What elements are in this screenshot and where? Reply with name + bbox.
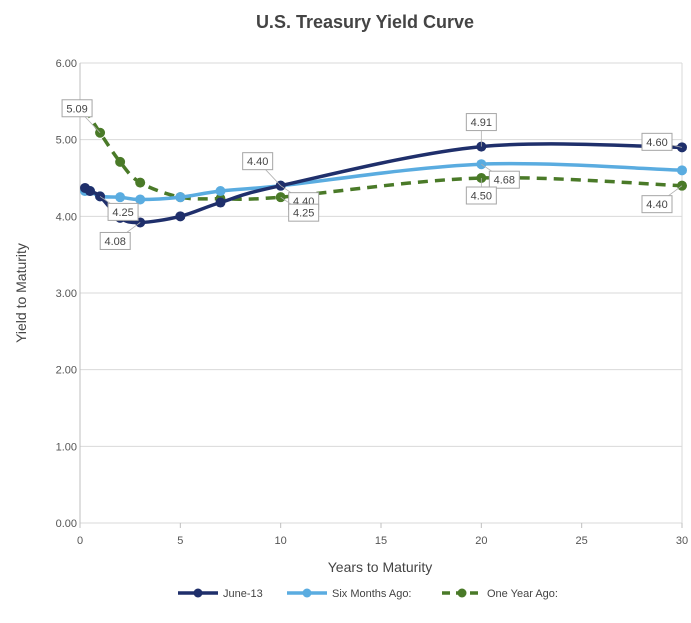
data-point [677, 165, 687, 176]
data-label-text: 5.09 [66, 103, 87, 115]
data-label-text: 4.91 [471, 117, 492, 129]
x-tick-label: 0 [77, 535, 83, 547]
gridlines [79, 62, 683, 524]
data-label-box [99, 231, 131, 250]
data-label-text: 4.08 [104, 236, 125, 248]
data-label-box [242, 152, 274, 171]
x-tick-label: 10 [275, 535, 287, 547]
legend-swatch-marker [302, 588, 312, 598]
data-label-text: 4.60 [646, 137, 667, 149]
data-label-box [288, 203, 320, 222]
data-label: 5.09 [61, 99, 101, 134]
legend-label: Six Months Ago: [332, 588, 412, 600]
series-one-year-ago [80, 104, 687, 204]
data-point [215, 186, 226, 197]
data-point [215, 197, 226, 208]
legend-label: June-13 [223, 588, 263, 600]
data-label-box [641, 132, 673, 151]
data-label: 4.40 [641, 185, 683, 214]
data-label: 4.50 [465, 178, 497, 205]
x-tick-label: 5 [177, 535, 183, 547]
legend-label: One Year Ago: [487, 588, 558, 600]
data-point [115, 192, 126, 203]
y-tick-label: 1.00 [56, 441, 77, 453]
data-label-text: 4.25 [112, 207, 133, 219]
x-tick-label: 15 [375, 535, 387, 547]
data-label-box [465, 113, 497, 132]
x-axis-ticks: 0 5 10 15 20 25 30 [77, 523, 688, 547]
y-axis-ticks: 0.00 1.00 2.00 3.00 4.00 5.00 6.00 [56, 58, 77, 530]
data-point [115, 156, 126, 167]
series-june-13 [80, 141, 687, 228]
y-axis-title: Yield to Maturity [13, 243, 29, 343]
data-point [85, 186, 96, 197]
legend-item-six-months-ago: Six Months Ago: [287, 588, 412, 600]
data-label-text: 4.40 [646, 199, 667, 211]
data-label: 4.91 [465, 113, 497, 147]
x-axis-title: Years to Maturity [328, 559, 433, 575]
series-line-june-13 [83, 142, 684, 225]
data-label-text: 4.25 [293, 208, 314, 220]
x-tick-label: 30 [676, 535, 688, 547]
y-tick-label: 5.00 [56, 135, 77, 147]
data-label-box [488, 170, 520, 189]
data-label: 4.25 [99, 196, 139, 221]
y-tick-label: 0.00 [56, 518, 77, 530]
series-line-one-year-ago [83, 108, 683, 201]
chart-title: U.S. Treasury Yield Curve [256, 12, 474, 32]
data-label: 4.08 [99, 222, 141, 250]
data-label-text: 4.50 [471, 191, 492, 203]
data-label-box [107, 202, 139, 221]
x-tick-label: 20 [475, 535, 487, 547]
y-tick-label: 2.00 [56, 365, 77, 377]
data-point [175, 192, 186, 203]
y-tick-label: 6.00 [56, 58, 77, 70]
x-tick-label: 25 [576, 535, 588, 547]
data-labels: 4.25 4.08 4.40 4.91 4.60 4.40 4.68 5.09 4.25 4.50… [61, 99, 683, 250]
data-point [135, 177, 146, 188]
data-point [175, 211, 186, 222]
data-label: 4.25 [280, 196, 320, 222]
data-label-box [465, 186, 497, 205]
series-lines [80, 104, 687, 228]
legend: June-13 Six Months Ago: One Year Ago: [178, 588, 558, 600]
y-tick-label: 4.00 [56, 211, 77, 223]
legend-item-june-13: June-13 [178, 588, 263, 600]
data-label-text: 4.68 [494, 175, 515, 187]
data-label: 4.40 [242, 152, 281, 186]
legend-swatch-marker [193, 588, 203, 598]
data-label-box [61, 99, 93, 118]
data-point [135, 194, 146, 205]
data-label: 4.68 [481, 163, 520, 189]
data-label: 4.60 [641, 132, 683, 151]
y-tick-label: 3.00 [56, 288, 77, 300]
data-label-box [641, 195, 673, 214]
legend-swatch-marker [457, 588, 467, 598]
data-label-text: 4.40 [247, 156, 268, 168]
legend-item-one-year-ago: One Year Ago: [442, 588, 558, 600]
